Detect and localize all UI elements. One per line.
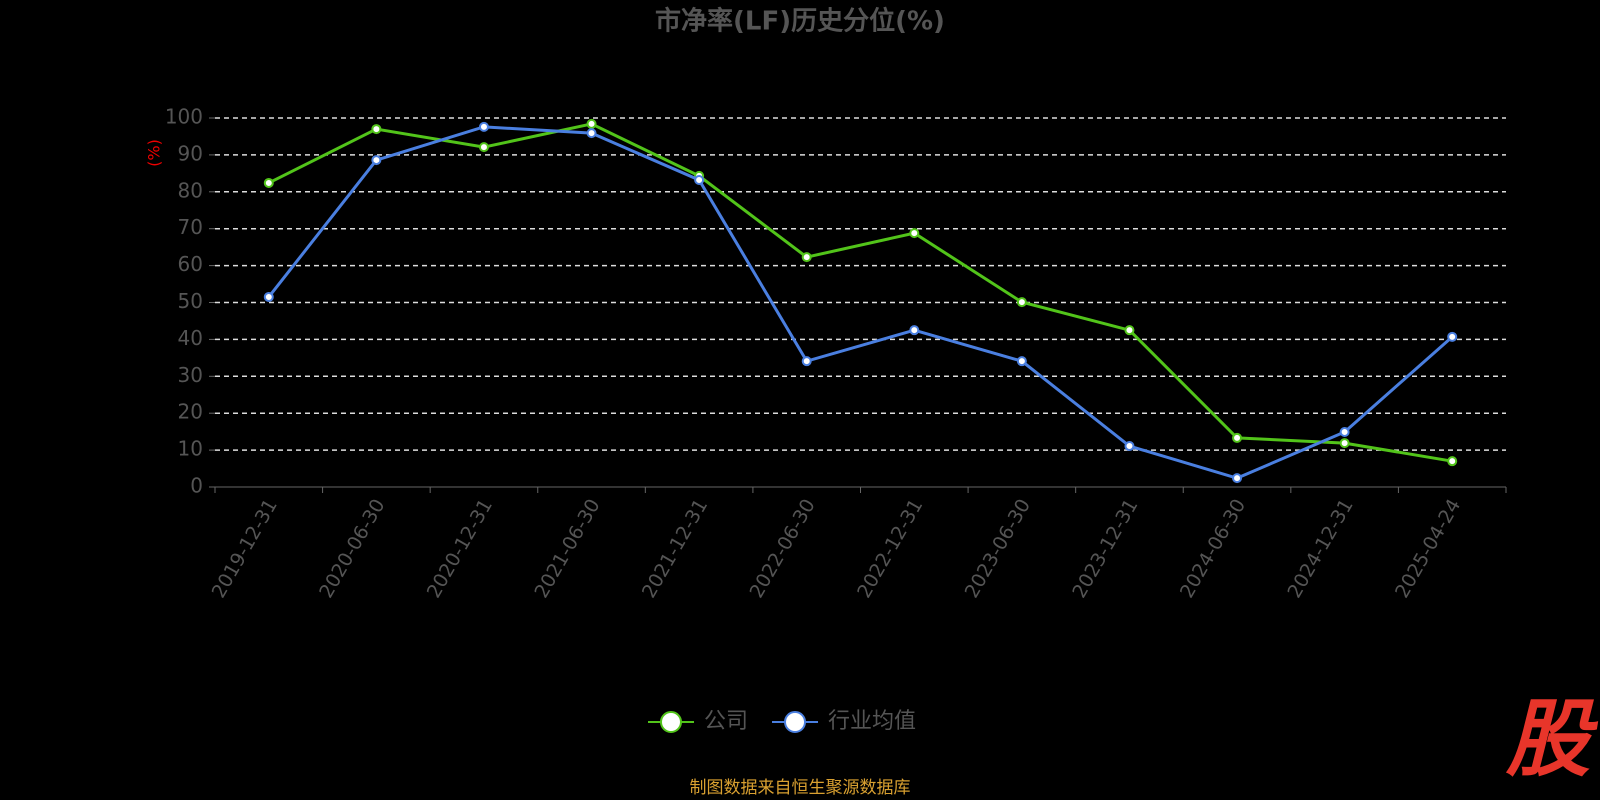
point [586, 128, 597, 139]
y-tick-label: 50 [178, 289, 203, 313]
y-tick-label: 40 [178, 326, 203, 350]
y-tick-label: 80 [178, 178, 203, 202]
point [371, 124, 382, 135]
point [801, 356, 812, 367]
point [1124, 325, 1135, 336]
point [694, 174, 705, 185]
point [1447, 331, 1458, 342]
y-tick-label: 100 [165, 105, 203, 129]
point [371, 155, 382, 166]
point [909, 325, 920, 336]
source: 制图数据来自恒生聚源数据库 [690, 778, 911, 798]
series-line [267, 125, 1454, 480]
y-tick-label: 30 [178, 363, 203, 387]
point [1339, 427, 1350, 438]
series-line [268, 122, 1453, 463]
point [1016, 297, 1027, 308]
point [478, 121, 489, 132]
y-tick-label: 90 [178, 141, 203, 165]
point [1124, 441, 1135, 452]
legend-label: 公司 [704, 709, 748, 734]
legend-label: 行业均值 [828, 709, 916, 734]
point [1232, 473, 1243, 484]
point [1016, 356, 1027, 367]
legend-marker [660, 711, 682, 733]
point [801, 252, 812, 263]
y-tick-label: 10 [178, 437, 203, 461]
point [1447, 456, 1458, 467]
y-tick-label: 70 [178, 215, 203, 239]
point [263, 291, 274, 302]
point [586, 118, 597, 129]
y-tick-label: 0 [190, 474, 203, 498]
y-tick-label: 60 [178, 252, 203, 276]
point [263, 177, 274, 188]
chart-title: 市净率(LF)历史分位(%) [655, 6, 945, 37]
point [1232, 432, 1243, 443]
point [909, 228, 920, 239]
point [1339, 438, 1350, 449]
y-axis-label: (%) [145, 139, 164, 167]
point [478, 142, 489, 153]
y-tick-label: 20 [178, 400, 203, 424]
legend-marker [784, 711, 807, 733]
logo: 股 [1505, 690, 1599, 788]
